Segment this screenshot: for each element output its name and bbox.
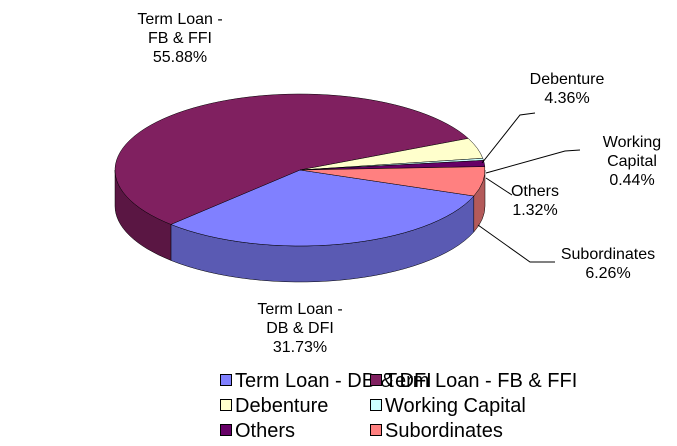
- legend-swatch: [370, 424, 382, 436]
- leader-line: [485, 149, 581, 174]
- legend-item: Others: [220, 420, 295, 442]
- label-category: Working Capital: [602, 134, 662, 170]
- data-label: Working Capital 0.44%: [596, 133, 668, 190]
- label-category: Subordinates: [560, 246, 656, 263]
- label-category: Term Loan - DB & DFI: [257, 301, 343, 337]
- legend-item: Term Loan - FB & FFI: [370, 370, 577, 392]
- legend-item: Subordinates: [370, 420, 503, 442]
- leader-line: [481, 112, 536, 164]
- legend-label: Debenture: [235, 395, 329, 417]
- label-value: 31.73%: [272, 339, 328, 356]
- legend-swatch: [220, 374, 232, 386]
- legend-label: Term Loan - DB & DFI: [235, 370, 432, 392]
- data-label: Term Loan - DB & DFI 31.73%: [250, 300, 350, 357]
- label-value: 1.32%: [512, 202, 558, 219]
- legend-label: Working Capital: [385, 395, 526, 417]
- leader-line: [485, 177, 513, 196]
- label-category: Term Loan - FB & FFI: [137, 11, 223, 47]
- legend-item: Debenture: [220, 395, 328, 417]
- data-label: Others 1.32%: [504, 182, 566, 220]
- label-value: 6.26%: [585, 265, 631, 282]
- label-category: Debenture: [529, 71, 605, 88]
- legend-label: Subordinates: [385, 420, 503, 442]
- label-value: 4.36%: [544, 90, 590, 107]
- pie-slice: [114, 93, 469, 225]
- label-value: 0.44%: [609, 172, 655, 189]
- legend-label: Term Loan - FB & FFI: [385, 370, 578, 392]
- label-value: 55.88%: [152, 49, 208, 66]
- legend-swatch: [370, 374, 382, 386]
- data-label: Subordinates 6.26%: [559, 245, 657, 283]
- pie-slice: [170, 169, 475, 247]
- data-label: Debenture 4.36%: [522, 70, 612, 108]
- leader-line: [477, 224, 555, 263]
- legend-item: Working Capital: [370, 395, 526, 417]
- label-category: Others: [510, 183, 559, 200]
- pie-slice: [299, 166, 486, 197]
- data-label: Term Loan - FB & FFI 55.88%: [130, 10, 230, 67]
- legend-swatch: [220, 424, 232, 436]
- legend-label: Others: [235, 420, 296, 442]
- legend-swatch: [220, 399, 232, 411]
- legend-item: Term Loan - DB & DFI: [220, 370, 432, 392]
- legend-swatch: [370, 399, 382, 411]
